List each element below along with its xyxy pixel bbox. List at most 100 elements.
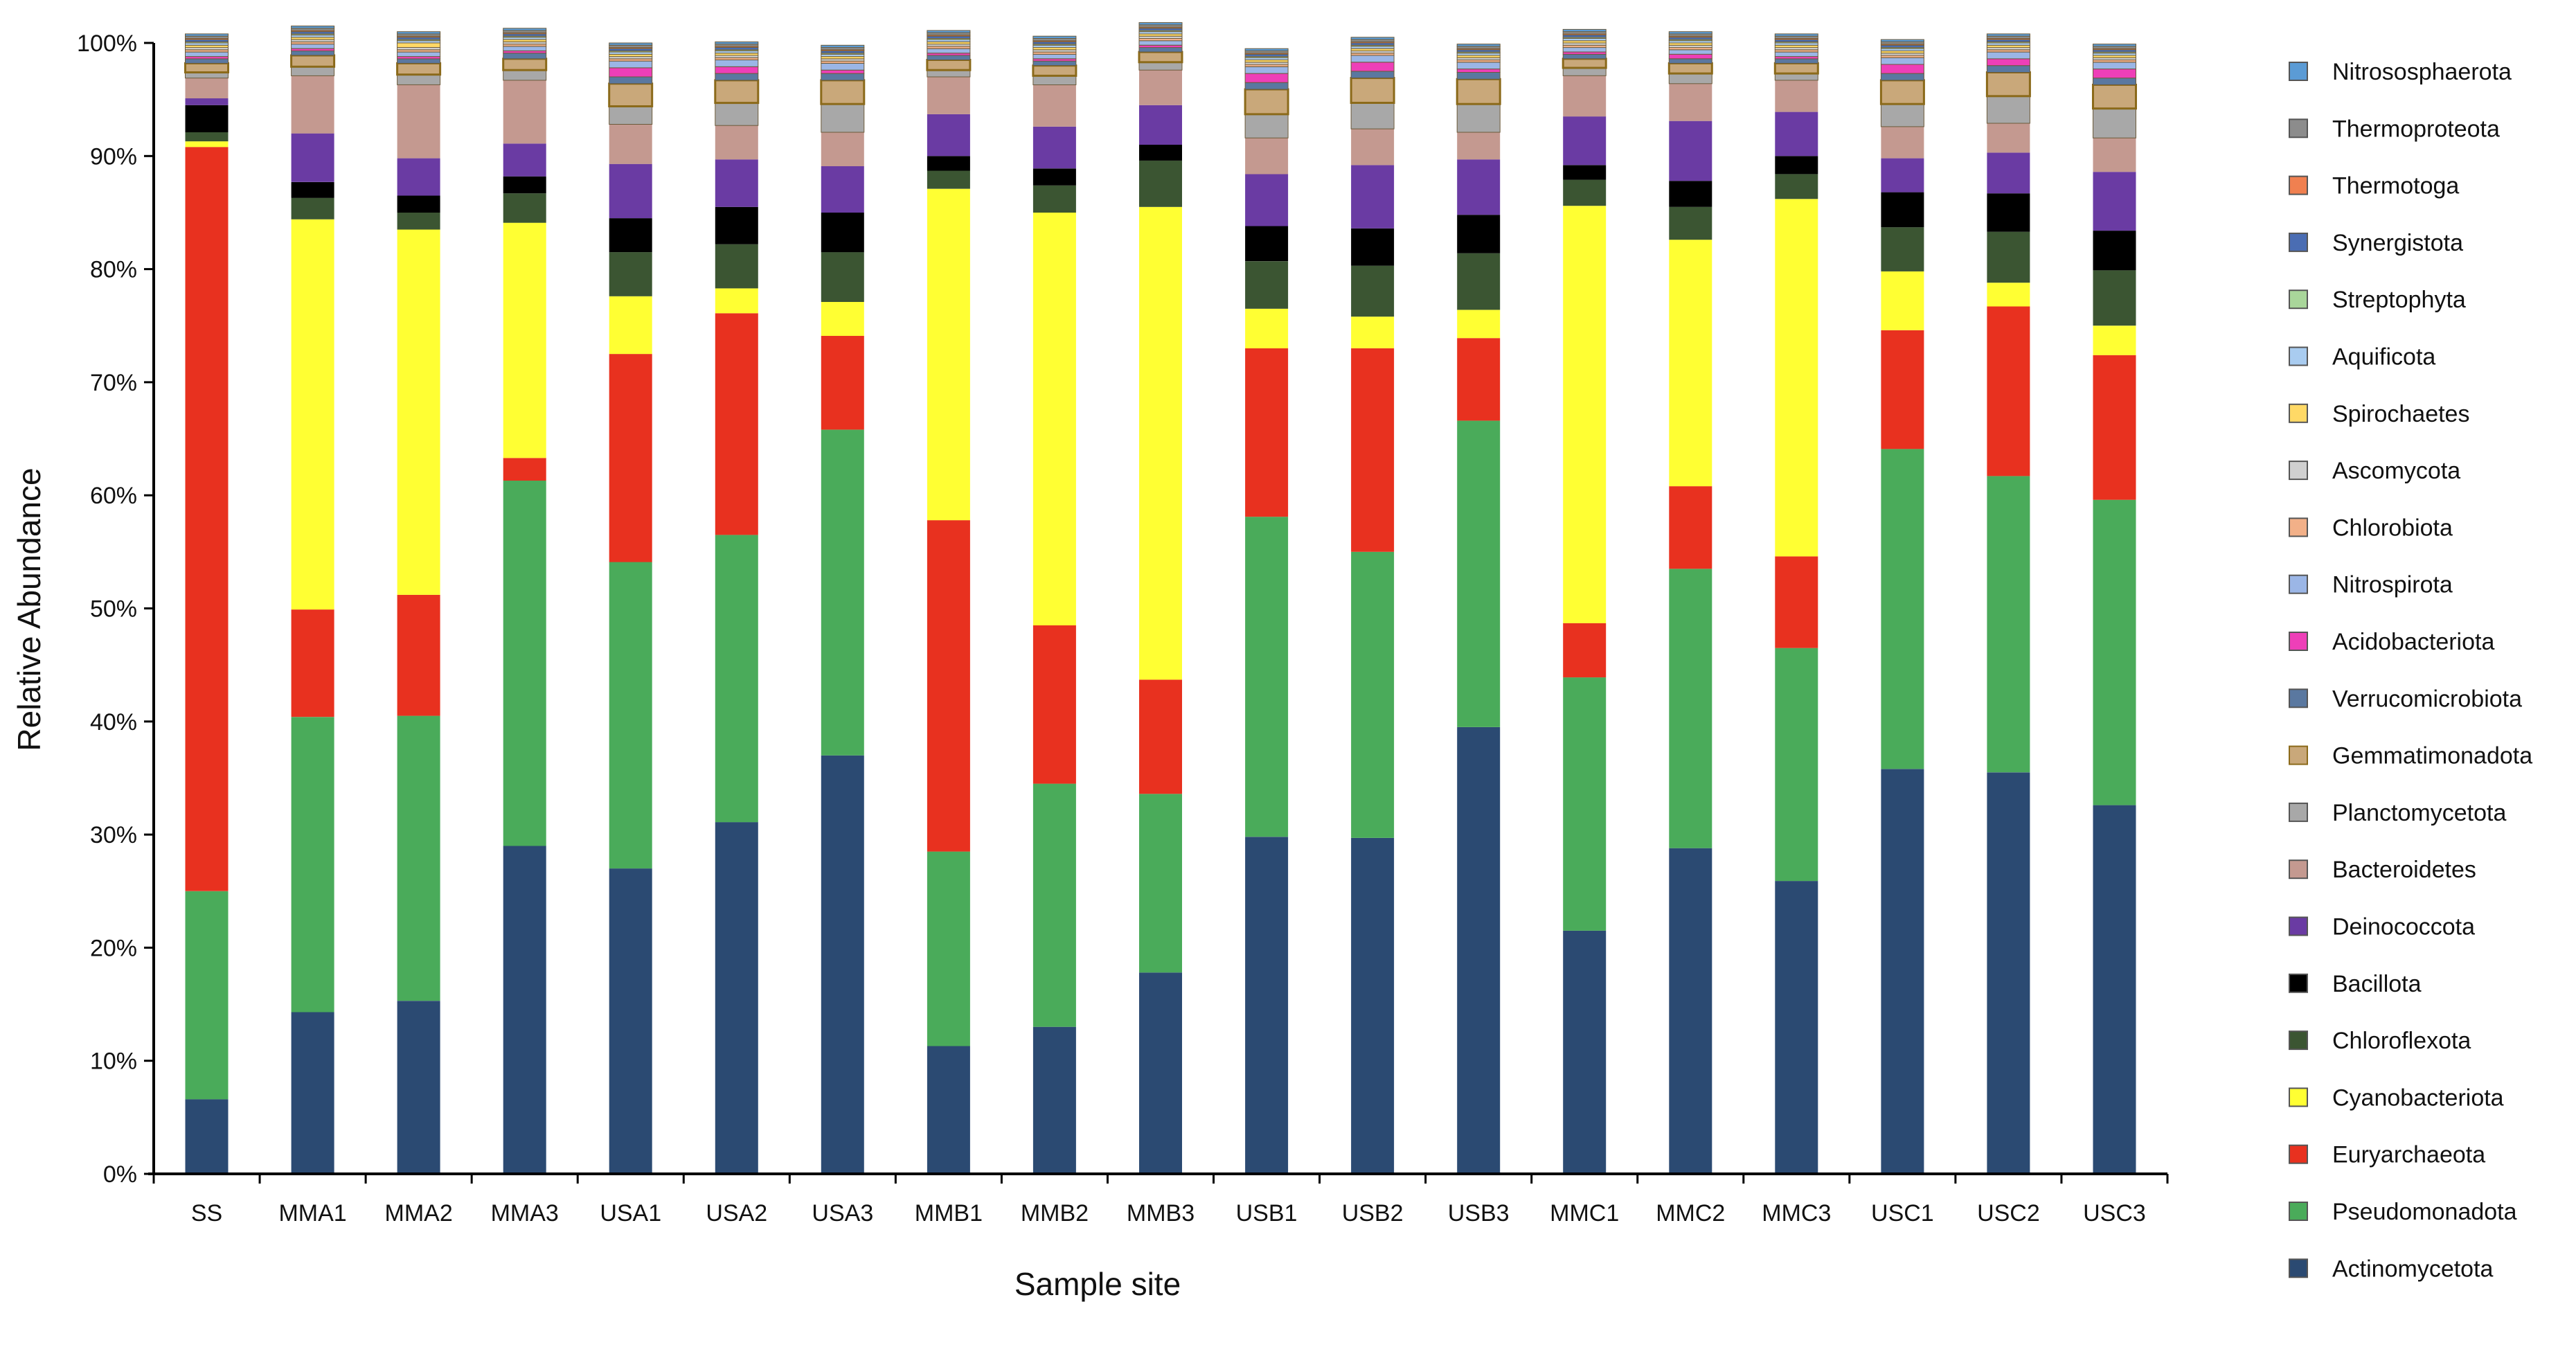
bar-segment-usb1-nitrososphaerota — [1244, 48, 1289, 51]
bar-segment-mmb2-aquificota — [1032, 44, 1077, 48]
bar-segment-mma2-nitrospirota — [397, 51, 441, 57]
legend-item-ascomycota: Ascomycota — [2289, 458, 2460, 484]
legend-label: Pseudomonadota — [2332, 1199, 2517, 1225]
legend-swatch — [2289, 1144, 2308, 1164]
legend-swatch — [2289, 118, 2308, 139]
bar-segment-mmb2-pseudomonadota — [1032, 783, 1076, 1027]
bar-segment-usc2-actinomycetota — [1987, 772, 2030, 1174]
legend-swatch — [2289, 1258, 2308, 1278]
bar-segment-mmc1-bacteroidetes — [1563, 75, 1607, 117]
bars-layer — [184, 22, 2137, 1174]
legend-label: Streptophyta — [2332, 287, 2466, 313]
y-axis-title: Relative Abundance — [11, 467, 47, 751]
bar-segment-usc3-acidobacteriota — [2093, 69, 2136, 79]
bar-segment-mmc3-pseudomonadota — [1775, 648, 1818, 882]
y-tick-label: 40% — [90, 709, 137, 735]
bar-segment-mmc2-actinomycetota — [1669, 848, 1712, 1174]
bar-segment-usc1-bacteroidetes — [1881, 126, 1924, 159]
legend-label: Acidobacteriota — [2332, 629, 2494, 655]
bar-segment-mmc1-nitrospirota — [1562, 47, 1607, 53]
bar-segment-usc1-acidobacteriota — [1880, 64, 1924, 74]
bar-group-ss — [184, 33, 229, 1174]
bar-segment-mma1-gemmatimonadota — [290, 54, 336, 68]
legend-item-chlorobiota: Chlorobiota — [2289, 515, 2453, 541]
bar-segment-usb2-acidobacteriota — [1350, 62, 1395, 72]
bar-segment-usb3-chloroflexota — [1457, 253, 1501, 310]
bar-segment-mma3-bacteroidetes — [503, 80, 546, 144]
bar-group-usc1 — [1879, 39, 1925, 1174]
bar-segment-mmb3-deinococcota — [1139, 105, 1182, 145]
bar-segment-usb2-nitrososphaerota — [1350, 37, 1395, 40]
bar-segment-usb3-actinomycetota — [1457, 727, 1501, 1174]
bar-segment-mmc3-bacillota — [1775, 156, 1818, 175]
bar-segment-usa2-chloroflexota — [715, 244, 758, 289]
bar-segment-mma1-bacteroidetes — [291, 75, 334, 134]
bar-segment-mmc1-acidobacteriota — [1562, 51, 1607, 55]
bar-segment-ss-actinomycetota — [185, 1099, 229, 1174]
bar-segment-mmc1-synergistota — [1562, 35, 1607, 38]
bar-segment-mma1-euryarchaeota — [291, 609, 334, 717]
bar-segment-usc1-verrucomicrobiota — [1880, 73, 1924, 81]
legend-label: Ascomycota — [2332, 458, 2460, 484]
bar-segment-usb1-euryarchaeota — [1245, 348, 1289, 517]
bar-group-mmc3 — [1773, 33, 1819, 1174]
bar-segment-usc2-euryarchaeota — [1987, 306, 2030, 476]
x-tick-label: USC3 — [2083, 1200, 2146, 1226]
bar-segment-usa1-gemmatimonadota — [608, 82, 654, 108]
bar-segment-usb2-nitrospirota — [1350, 55, 1395, 63]
bar-segment-usb2-euryarchaeota — [1351, 348, 1395, 552]
bar-segment-mmb2-bacteroidetes — [1032, 84, 1076, 127]
bar-segment-usb1-acidobacteriota — [1244, 73, 1289, 83]
bar-segment-mmb2-chloroflexota — [1032, 185, 1076, 213]
legend-label: Bacillota — [2332, 971, 2422, 997]
bar-segment-mmc2-deinococcota — [1669, 121, 1712, 181]
y-tick-label: 80% — [90, 257, 137, 283]
bar-segment-mmb3-cyanobacteriota — [1139, 206, 1182, 680]
bar-segment-mma1-actinomycetota — [291, 1012, 334, 1174]
legend-label: Thermoproteota — [2332, 116, 2500, 142]
bar-group-usc3 — [2092, 44, 2137, 1174]
bar-segment-mmc1-chloroflexota — [1563, 179, 1607, 206]
bar-segment-mmc1-euryarchaeota — [1563, 623, 1607, 678]
bar-segment-mmc1-pseudomonadota — [1563, 677, 1607, 931]
bar-segment-mmc2-cyanobacteriota — [1669, 240, 1712, 487]
legend-label: Planctomycetota — [2332, 800, 2506, 826]
bar-segment-mmc1-aquificota — [1562, 38, 1607, 42]
bar-segment-usc1-nitrospirota — [1880, 57, 1924, 65]
bar-segment-usb3-bacillota — [1457, 215, 1501, 253]
bar-segment-usc3-euryarchaeota — [2093, 355, 2136, 500]
bar-segment-mma3-gemmatimonadota — [502, 57, 548, 71]
bar-segment-usa3-euryarchaeota — [821, 335, 864, 430]
bar-segment-usc3-bacteroidetes — [2093, 138, 2136, 172]
bar-segment-mmc1-bacillota — [1563, 165, 1607, 180]
y-tick-label: 100% — [77, 30, 137, 57]
bar-segment-usa3-actinomycetota — [821, 755, 864, 1174]
bar-segment-mmb2-bacillota — [1032, 168, 1076, 186]
bar-segment-usb1-pseudomonadota — [1245, 517, 1289, 837]
bar-segment-usc2-bacteroidetes — [1987, 123, 2030, 153]
bar-segment-usb3-verrucomicrobiota — [1456, 72, 1501, 80]
bar-segment-mmc2-bacteroidetes — [1669, 83, 1712, 121]
bar-group-mma3 — [502, 28, 548, 1174]
legend-item-gemmatimonadota: Gemmatimonadota — [2289, 743, 2532, 769]
bar-segment-usa3-nitrososphaerota — [821, 44, 865, 48]
bar-segment-usb1-bacteroidetes — [1245, 138, 1289, 175]
bar-segment-mma3-bacillota — [503, 176, 546, 194]
legend-item-euryarchaeota: Euryarchaeota — [2289, 1142, 2485, 1168]
x-tick-label: MMA1 — [278, 1200, 346, 1226]
legend: Nitrososphaerota Thermoproteota Thermotoga… — [2289, 59, 2532, 1282]
bar-segment-usa1-bacteroidetes — [609, 124, 652, 164]
bar-segment-usa2-nitrospirota — [715, 60, 759, 67]
bar-segment-mma1-pseudomonadota — [291, 717, 334, 1013]
bar-segment-mma3-planctomycetota — [503, 69, 547, 81]
bar-segment-usb3-bacteroidetes — [1457, 132, 1501, 160]
bar-segment-mma2-bacillota — [397, 195, 440, 213]
bar-segment-usb3-planctomycetota — [1456, 103, 1501, 133]
bar-segment-mmb2-acidobacteriota — [1032, 58, 1077, 62]
bar-segment-mma1-acidobacteriota — [291, 48, 335, 51]
bar-segment-ss-cyanobacteriota — [185, 141, 229, 148]
bar-segment-usc2-chloroflexota — [1987, 231, 2030, 283]
bar-segment-mma3-chloroflexota — [503, 193, 546, 223]
legend-label: Chlorobiota — [2332, 515, 2453, 541]
bar-segment-mmb3-aquificota — [1138, 31, 1183, 35]
